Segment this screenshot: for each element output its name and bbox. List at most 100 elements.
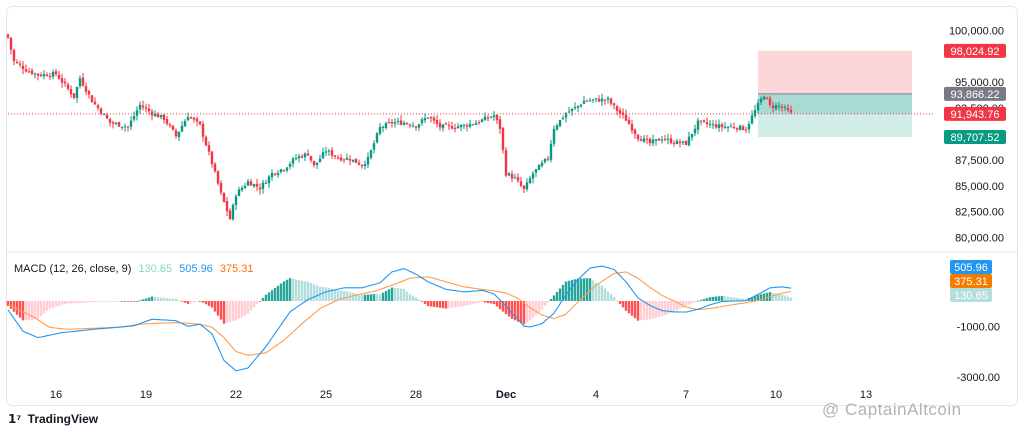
macd-histogram <box>6 278 793 325</box>
candle <box>312 160 316 168</box>
candle-body <box>348 159 352 161</box>
histogram-bar <box>405 291 409 301</box>
histogram-bar <box>669 300 673 313</box>
candle <box>681 140 685 145</box>
price-badge: 89,707.52 <box>944 130 1006 145</box>
histogram-bar <box>129 300 133 302</box>
candle <box>732 122 736 130</box>
histogram-bar <box>690 300 694 304</box>
candle <box>300 154 304 159</box>
candle <box>363 160 367 170</box>
candle <box>57 70 61 80</box>
candle-body <box>102 113 106 115</box>
candle-body <box>612 103 616 106</box>
candle <box>162 113 166 124</box>
candle <box>477 120 481 125</box>
histogram-bar <box>207 300 211 306</box>
candle <box>504 147 508 178</box>
candle <box>462 123 466 130</box>
histogram-bar <box>576 278 580 301</box>
histogram-bar <box>789 297 793 301</box>
price-badge-bg <box>944 130 1006 145</box>
histogram-bar <box>159 297 163 301</box>
candle <box>165 115 169 126</box>
candle <box>516 173 520 183</box>
candle <box>693 124 697 137</box>
candle-body <box>579 104 583 107</box>
candle <box>147 103 151 115</box>
histogram-bar <box>678 300 682 309</box>
candle-body <box>570 108 574 112</box>
candle-body <box>729 126 733 128</box>
candle <box>585 99 589 102</box>
candle <box>744 126 748 133</box>
histogram-bar <box>303 281 307 301</box>
candle <box>633 128 637 139</box>
signal-line <box>7 271 792 356</box>
candle <box>135 106 139 121</box>
candle <box>60 73 64 88</box>
candle-body <box>201 123 205 137</box>
candle <box>666 134 670 145</box>
candle-body <box>264 182 268 184</box>
candle <box>534 169 538 177</box>
candle <box>576 105 580 113</box>
histogram-bar <box>384 290 388 301</box>
histogram-bar <box>12 300 16 312</box>
candle-body <box>45 74 49 77</box>
candle-body <box>108 118 112 123</box>
candle-body <box>492 115 496 118</box>
candle-body <box>378 126 382 134</box>
candle-body <box>207 145 211 152</box>
candle-body <box>621 112 625 115</box>
histogram-bar <box>189 300 193 304</box>
histogram-bar <box>147 297 151 301</box>
histogram-bar <box>63 300 67 305</box>
candle-body <box>507 173 511 176</box>
histogram-bar <box>204 300 208 305</box>
candle-body <box>537 164 541 170</box>
candle <box>720 122 724 132</box>
candle <box>129 115 133 131</box>
candle-body <box>387 122 391 124</box>
histogram-bar <box>708 297 712 301</box>
candle-body <box>258 187 262 190</box>
candle <box>735 127 739 133</box>
candle-body <box>162 114 166 120</box>
candle-body <box>402 122 406 125</box>
histogram-bar <box>174 298 178 301</box>
candle <box>714 120 718 129</box>
histogram-bar <box>648 300 652 320</box>
candle-body <box>21 65 25 70</box>
candle <box>351 159 355 163</box>
candle <box>699 120 703 126</box>
candle <box>672 140 676 147</box>
histogram-bar <box>375 294 379 301</box>
candle-body <box>477 122 481 124</box>
candle-body <box>660 139 664 141</box>
candle-body <box>783 106 787 108</box>
histogram-bar <box>228 300 232 322</box>
candle-body <box>306 153 310 156</box>
candle <box>708 120 712 129</box>
candle-body <box>780 106 784 108</box>
indicator-legend[interactable]: MACD (12, 26, close, 9) 130.65 505.96 37… <box>14 263 258 275</box>
candle <box>306 149 310 156</box>
candle <box>660 135 664 144</box>
candle <box>648 137 652 147</box>
histogram-bar <box>177 300 181 302</box>
candle-body <box>480 119 484 122</box>
candle-body <box>501 127 505 150</box>
candle-body <box>384 123 388 129</box>
candle <box>156 112 160 118</box>
histogram-bar <box>408 294 412 301</box>
histogram-bar <box>480 300 484 302</box>
histogram-bar <box>396 288 400 301</box>
tradingview-logo[interactable]: 𝟭⁷ TradingView <box>8 412 98 426</box>
candle-body <box>642 138 646 142</box>
candle <box>669 134 673 145</box>
candle-body <box>60 78 64 83</box>
candle-body <box>84 86 88 92</box>
candle <box>216 170 220 186</box>
